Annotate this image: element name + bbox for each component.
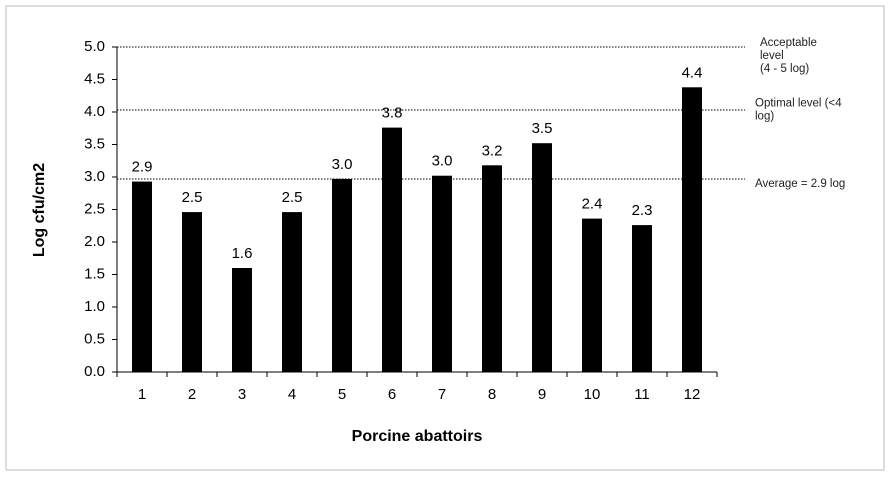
value-label: 3.5 — [532, 120, 553, 137]
bar — [632, 225, 652, 372]
y-tick-label: 4.0 — [84, 103, 105, 120]
value-label: 2.3 — [632, 202, 653, 219]
x-tick-label: 9 — [538, 386, 546, 403]
reference-label: log) — [755, 111, 774, 123]
y-tick-label: 0.0 — [84, 363, 105, 380]
y-tick-label: 2.0 — [84, 233, 105, 250]
bar — [232, 268, 252, 372]
bar — [282, 212, 302, 372]
bar — [182, 212, 202, 372]
value-label: 2.5 — [182, 189, 203, 206]
x-tick-label: 3 — [238, 386, 246, 403]
y-tick-label: 1.5 — [84, 265, 105, 282]
x-tick-label: 1 — [138, 386, 146, 403]
value-label: 2.5 — [282, 189, 303, 206]
x-tick-label: 2 — [188, 386, 196, 403]
value-label: 1.6 — [232, 245, 253, 262]
y-tick-label: 2.5 — [84, 200, 105, 217]
reference-label: level — [760, 50, 784, 62]
y-tick-label: 0.5 — [84, 330, 105, 347]
value-label: 2.9 — [132, 159, 153, 176]
x-tick-label: 11 — [634, 386, 650, 403]
y-tick-label: 3.0 — [84, 168, 105, 185]
x-tick-label: 10 — [584, 386, 601, 403]
value-label: 4.4 — [682, 64, 703, 81]
bar — [132, 181, 152, 372]
reference-label: Acceptable — [760, 37, 817, 49]
reference-label: Optimal level (<4 — [755, 98, 842, 110]
y-tick-label: 4.5 — [84, 70, 105, 87]
y-tick-label: 1.0 — [84, 298, 105, 315]
bar — [682, 87, 702, 373]
value-label: 3.2 — [482, 142, 503, 159]
x-axis-title: Porcine abattoirs — [352, 428, 483, 445]
value-label: 2.4 — [582, 196, 603, 213]
y-axis-title: Log cfu/cm2 — [31, 163, 48, 257]
x-tick-label: 8 — [488, 386, 496, 403]
bar — [582, 218, 602, 372]
bar — [482, 165, 502, 372]
bar — [532, 143, 552, 372]
x-tick-label: 7 — [438, 386, 446, 403]
x-tick-label: 6 — [388, 386, 396, 403]
x-tick-label: 12 — [684, 386, 701, 403]
x-tick-label: 5 — [338, 386, 346, 403]
bar — [332, 178, 352, 372]
reference-label: (4 - 5 log) — [760, 63, 809, 75]
value-label: 3.0 — [332, 156, 353, 173]
bar — [382, 127, 402, 372]
bar — [432, 175, 452, 372]
y-tick-label: 5.0 — [84, 38, 105, 55]
y-tick-label: 3.5 — [84, 135, 105, 152]
value-label: 3.0 — [432, 153, 453, 170]
value-label: 3.8 — [382, 105, 403, 122]
reference-label: Average = 2.9 log — [755, 178, 845, 190]
x-tick-label: 4 — [288, 386, 296, 403]
